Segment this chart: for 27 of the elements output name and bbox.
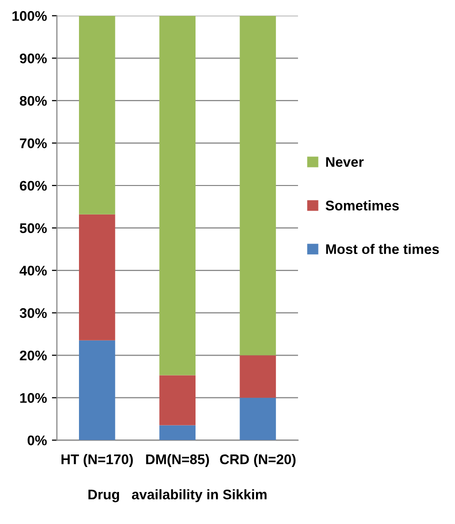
x-axis-title: Drug availability in Sikkim (88, 489, 267, 502)
y-tick-label: 100% (12, 11, 47, 21)
legend-label: Most of the times (326, 244, 439, 254)
bar (78, 214, 116, 340)
bar (78, 340, 116, 440)
bar (159, 425, 196, 440)
bar (240, 398, 276, 440)
bar (240, 16, 276, 356)
y-tick-label: 80% (20, 96, 47, 106)
y-tick-label: 50% (20, 223, 47, 234)
y-tick-label: 30% (20, 308, 47, 318)
y-tick-label: 40% (20, 266, 47, 276)
bar (159, 16, 196, 376)
y-tick-label: 70% (20, 138, 47, 148)
legend-label: Never (326, 157, 364, 167)
x-tick-label: CRD (N=20) (220, 454, 296, 467)
y-tick-label: 20% (20, 350, 47, 360)
y-tick-label: 0% (28, 435, 47, 446)
y-tick-label: 60% (20, 180, 47, 191)
y-tick-label: 10% (20, 393, 47, 403)
x-tick-label: DM(N=85) (146, 454, 209, 467)
bar (159, 375, 196, 426)
y-tick-label: 90% (20, 54, 47, 64)
bar (78, 16, 116, 214)
bar (240, 355, 276, 398)
x-tick-label: HT (N=170) (62, 454, 133, 467)
legend-label: Sometimes (326, 200, 399, 210)
